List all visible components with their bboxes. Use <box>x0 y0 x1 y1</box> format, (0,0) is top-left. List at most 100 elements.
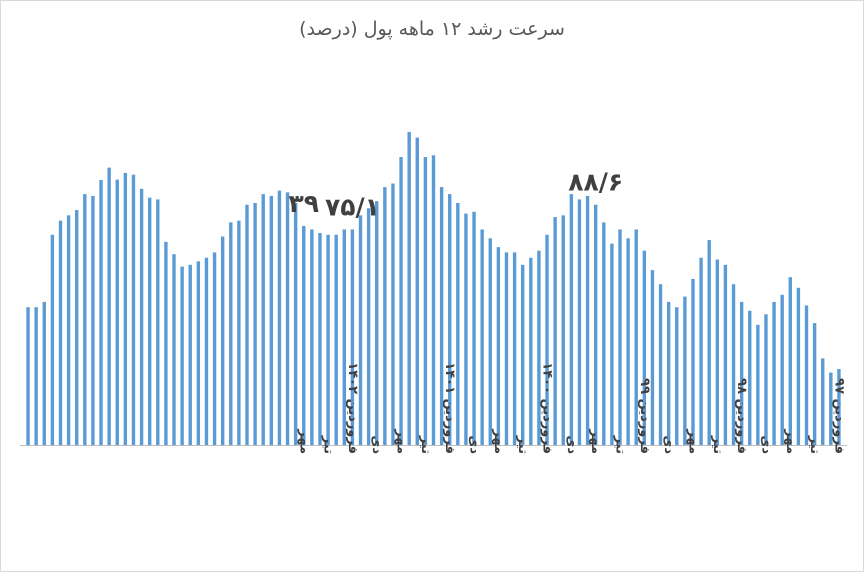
bar <box>147 197 152 445</box>
bar <box>164 241 168 445</box>
x-tick-label: دی <box>467 435 482 454</box>
bar <box>796 287 801 445</box>
bar <box>375 201 379 445</box>
bar <box>318 233 322 445</box>
bar <box>50 234 55 445</box>
bar <box>391 183 395 445</box>
bar <box>326 234 330 445</box>
bar <box>237 220 241 445</box>
bar <box>512 252 517 445</box>
bar <box>415 137 419 445</box>
bar <box>229 222 233 445</box>
bar <box>715 259 720 445</box>
bar <box>99 180 103 445</box>
bar <box>521 264 525 445</box>
bar <box>756 324 760 445</box>
bar <box>139 188 144 445</box>
bar <box>399 157 403 445</box>
bar <box>261 194 265 445</box>
bar <box>812 323 817 445</box>
bar <box>83 194 87 445</box>
bar <box>350 229 355 445</box>
bar <box>269 195 274 445</box>
bar <box>553 217 557 445</box>
bar <box>115 179 119 445</box>
bar <box>34 307 38 445</box>
bar <box>310 229 314 445</box>
bar <box>91 195 95 445</box>
bar <box>456 202 460 445</box>
bar <box>180 266 184 445</box>
x-tick-labels: فروردین ۹۷ تیر مهر دی فروردین ۹۸ تیر مهر دی فرور… <box>296 362 846 454</box>
bar <box>650 270 655 445</box>
bar <box>699 257 703 445</box>
bar <box>285 192 290 445</box>
bar <box>731 284 736 445</box>
bar-series <box>26 131 841 445</box>
x-tick-label: فروردین ۹۸ <box>734 378 749 454</box>
x-tick-label: تیر <box>807 435 822 454</box>
x-tick-label: تیر <box>418 435 433 454</box>
data-label: ۷۵/۱ <box>325 193 380 222</box>
bar <box>772 301 776 445</box>
bar <box>545 234 549 445</box>
x-tick-label: دی <box>759 435 774 454</box>
data-label: ۸۸/۶ <box>568 168 623 197</box>
bar <box>666 301 671 445</box>
bar <box>66 215 71 445</box>
x-tick-label: تیر <box>515 435 530 454</box>
bar <box>829 372 833 445</box>
bar <box>107 167 111 445</box>
data-label: ۳۹ <box>289 189 320 218</box>
bar <box>780 294 784 445</box>
bar <box>464 213 468 445</box>
bar <box>448 194 452 445</box>
x-tick-label: فروردین ۱۴۰۲ <box>345 362 360 454</box>
x-tick-label: مهر <box>783 428 798 454</box>
bar <box>383 187 387 445</box>
x-tick-label: مهر <box>394 428 409 454</box>
bar <box>642 250 647 445</box>
bar <box>26 307 30 445</box>
bar <box>821 358 825 445</box>
bar <box>691 278 695 445</box>
x-tick-label: دی <box>564 435 579 454</box>
bar <box>480 229 484 445</box>
bar <box>610 243 614 445</box>
bar <box>837 369 841 445</box>
bar <box>683 296 687 445</box>
bar <box>675 307 679 445</box>
bar <box>593 204 598 445</box>
bar <box>302 225 306 445</box>
bar <box>496 247 501 445</box>
bar <box>804 305 809 445</box>
bar <box>407 131 411 445</box>
x-tick-label: مهر <box>296 428 311 454</box>
bar <box>504 252 509 445</box>
x-tick-label: فروردین ۱۴۰۰ <box>540 362 555 454</box>
bar <box>156 199 160 445</box>
bar <box>58 220 63 445</box>
x-tick-label: فروردین ۱۴۰۱ <box>442 362 457 454</box>
bar <box>188 264 192 445</box>
bar <box>472 211 476 445</box>
bar <box>748 310 752 445</box>
bar <box>423 157 428 445</box>
bar <box>634 229 638 445</box>
data-labels: ۸۸/۶ ۷۵/۱۳۹ <box>289 168 624 222</box>
bar <box>253 202 257 445</box>
x-tick-label: فروردین ۹۷ <box>831 378 846 454</box>
bar <box>537 250 541 445</box>
bar <box>602 222 606 445</box>
bar <box>204 257 209 445</box>
bar <box>739 301 744 445</box>
bar <box>196 261 201 445</box>
bar <box>75 210 79 445</box>
bar <box>342 229 346 445</box>
x-tick-label: مهر <box>588 428 603 454</box>
x-tick-label: فروردین ۹۹ <box>637 378 652 454</box>
x-tick-label: مهر <box>491 428 506 454</box>
x-tick-label: دی <box>661 435 676 454</box>
bar <box>42 301 46 445</box>
